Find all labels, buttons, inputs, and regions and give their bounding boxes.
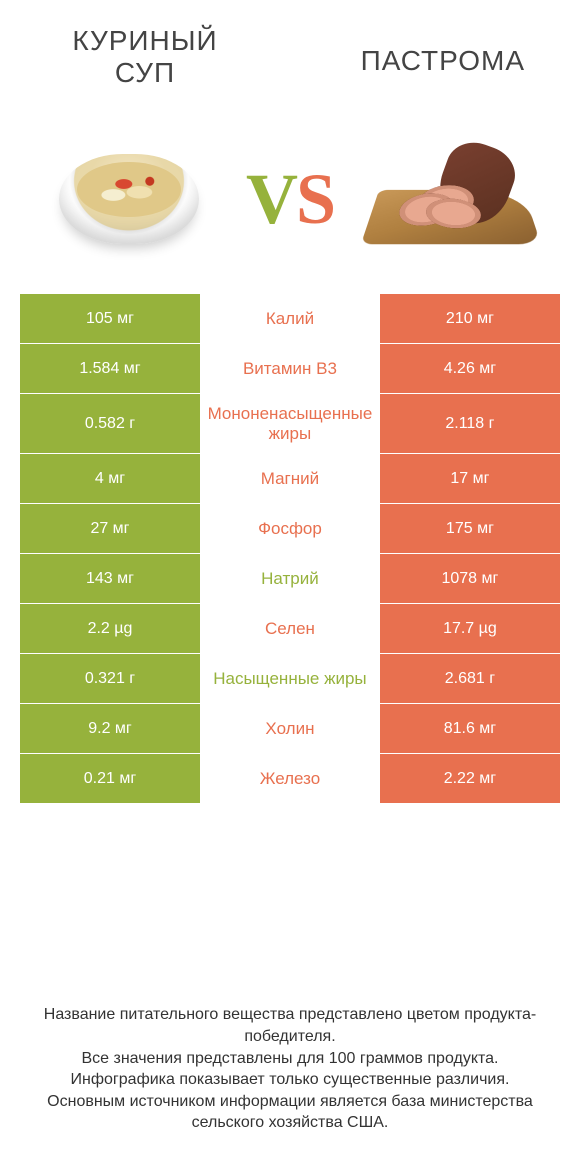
table-row: 0.582 гМононенасыщенные жиры2.118 г [20, 394, 560, 454]
pastroma-illustration [371, 144, 531, 254]
footnote: Название питательного вещества представл… [30, 1004, 550, 1134]
table-row: 105 мгКалий210 мг [20, 294, 560, 344]
nutrient-label-cell: Магний [200, 454, 380, 503]
right-value-cell: 2.22 мг [380, 754, 560, 803]
table-row: 27 мгФосфор175 мг [20, 504, 560, 554]
product-image-left [49, 129, 209, 269]
soup-illustration [59, 154, 199, 244]
nutrient-label-cell: Витамин B3 [200, 344, 380, 393]
left-value-cell: 9.2 мг [20, 704, 200, 753]
table-row: 143 мгНатрий1078 мг [20, 554, 560, 604]
product-title-right: ПАСТРОМА [325, 25, 525, 77]
nutrient-label-cell: Насыщенные жиры [200, 654, 380, 703]
nutrient-label-cell: Железо [200, 754, 380, 803]
vs-v: V [246, 159, 296, 239]
left-value-cell: 1.584 мг [20, 344, 200, 393]
footnote-line2: Все значения представлены для 100 граммо… [81, 1050, 498, 1067]
table-row: 9.2 мгХолин81.6 мг [20, 704, 560, 754]
left-value-cell: 143 мг [20, 554, 200, 603]
nutrient-label-cell: Натрий [200, 554, 380, 603]
vs-s: S [296, 159, 334, 239]
images-row: VS [0, 119, 580, 279]
left-value-cell: 0.21 мг [20, 754, 200, 803]
right-value-cell: 4.26 мг [380, 344, 560, 393]
right-value-cell: 81.6 мг [380, 704, 560, 753]
title-left-line1: КУРИНЫЙ [72, 25, 217, 56]
right-value-cell: 2.118 г [380, 394, 560, 453]
comparison-table: 105 мгКалий210 мг1.584 мгВитамин B34.26 … [20, 294, 560, 804]
footnote-line4: Основным источником информации является … [47, 1093, 533, 1132]
nutrient-label-cell: Селен [200, 604, 380, 653]
right-value-cell: 17 мг [380, 454, 560, 503]
left-value-cell: 2.2 µg [20, 604, 200, 653]
title-left-line2: СУП [115, 57, 175, 88]
left-value-cell: 0.582 г [20, 394, 200, 453]
header: КУРИНЫЙ СУП ПАСТРОМА [0, 0, 580, 89]
nutrient-label-cell: Мононенасыщенные жиры [200, 394, 380, 453]
nutrient-label-cell: Холин [200, 704, 380, 753]
left-value-cell: 0.321 г [20, 654, 200, 703]
right-value-cell: 175 мг [380, 504, 560, 553]
right-value-cell: 17.7 µg [380, 604, 560, 653]
right-value-cell: 1078 мг [380, 554, 560, 603]
right-value-cell: 2.681 г [380, 654, 560, 703]
footnote-line1: Название питательного вещества представл… [44, 1006, 536, 1045]
nutrient-label-cell: Фосфор [200, 504, 380, 553]
table-row: 1.584 мгВитамин B34.26 мг [20, 344, 560, 394]
table-row: 2.2 µgСелен17.7 µg [20, 604, 560, 654]
product-title-left: КУРИНЫЙ СУП [55, 25, 235, 89]
left-value-cell: 4 мг [20, 454, 200, 503]
left-value-cell: 105 мг [20, 294, 200, 343]
vs-label: VS [246, 158, 334, 241]
table-row: 0.321 гНасыщенные жиры2.681 г [20, 654, 560, 704]
left-value-cell: 27 мг [20, 504, 200, 553]
product-image-right [371, 129, 531, 269]
nutrient-label-cell: Калий [200, 294, 380, 343]
table-row: 4 мгМагний17 мг [20, 454, 560, 504]
right-value-cell: 210 мг [380, 294, 560, 343]
table-row: 0.21 мгЖелезо2.22 мг [20, 754, 560, 804]
footnote-line3: Инфографика показывает только существенн… [71, 1071, 510, 1088]
